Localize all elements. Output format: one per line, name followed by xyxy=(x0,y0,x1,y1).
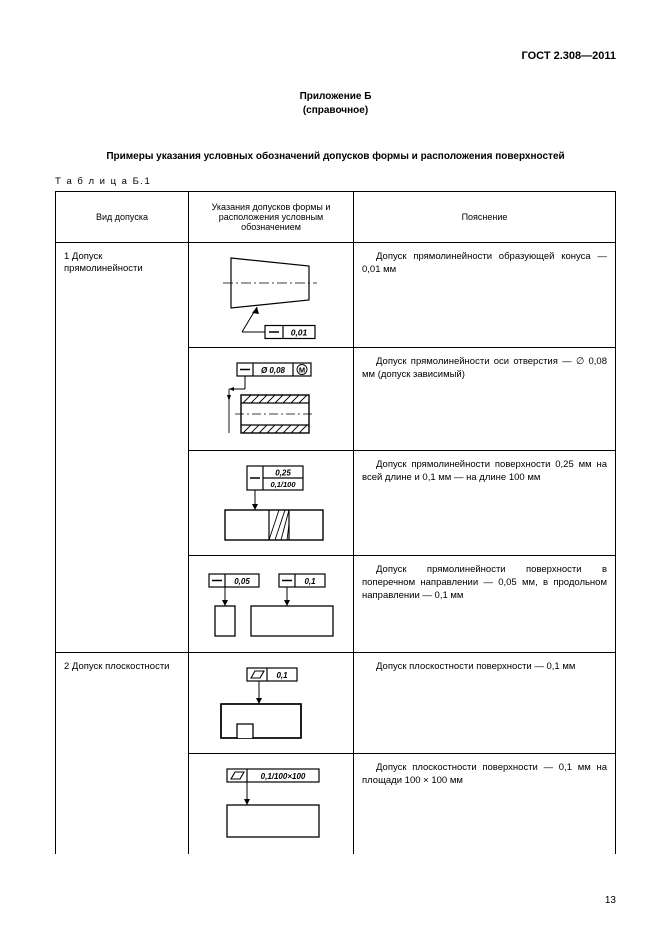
diagram-1a: 0,01 xyxy=(193,249,349,343)
svg-text:0,05: 0,05 xyxy=(234,577,250,586)
page-number: 13 xyxy=(605,895,616,906)
type-1: 1 Допуск прямолинейности xyxy=(64,251,143,274)
type-2: 2 Допуск плоскостности xyxy=(64,661,170,672)
appendix-line1: Приложение Б xyxy=(55,90,616,104)
section-title: Примеры указания условных обозначений до… xyxy=(55,151,616,162)
appendix-line2: (справочное) xyxy=(55,104,616,118)
appendix-header: Приложение Б (справочное) xyxy=(55,90,616,117)
svg-text:0,1: 0,1 xyxy=(304,577,316,586)
expl-1d: Допуск прямолинейности поверхности в поп… xyxy=(362,564,607,601)
main-table: Вид допуска Указания допусков формы и ра… xyxy=(55,191,616,854)
expl-1c: Допуск прямолинейности поверхности 0,25 … xyxy=(362,459,607,483)
diagram-1b: Ø 0,08 M xyxy=(193,354,349,446)
diagram-2b: 0,1/100×100 xyxy=(193,760,349,850)
th-diagram: Указания допусков формы и расположения у… xyxy=(189,192,354,243)
document-id: ГОСТ 2.308—2011 xyxy=(55,50,616,62)
expl-1b: Допуск прямолинейности оси отверстия — ∅… xyxy=(362,356,607,380)
svg-text:0,01: 0,01 xyxy=(291,328,308,338)
svg-text:Ø 0,08: Ø 0,08 xyxy=(261,366,286,375)
diagram-2a: 0,1 xyxy=(193,659,349,749)
svg-text:0,1/100×100: 0,1/100×100 xyxy=(261,772,306,781)
table-label: Т а б л и ц а Б.1 xyxy=(55,176,616,187)
diagram-1c: 0,25 0,1/100 xyxy=(193,457,349,551)
svg-text:0,1: 0,1 xyxy=(276,671,288,680)
expl-2a: Допуск плоскостности поверхности — 0,1 м… xyxy=(376,661,575,672)
expl-2b: Допуск плоскостности поверхности — 0,1 м… xyxy=(362,762,607,786)
th-type: Вид допуска xyxy=(56,192,189,243)
expl-1a: Допуск прямолинейности образующей конуса… xyxy=(362,251,607,275)
page: ГОСТ 2.308—2011 Приложение Б (справочное… xyxy=(0,0,661,936)
svg-text:0,1/100: 0,1/100 xyxy=(270,480,296,489)
diagram-1d: 0,05 0,1 xyxy=(193,562,349,648)
svg-text:0,25: 0,25 xyxy=(275,469,291,478)
th-expl: Пояснение xyxy=(354,192,616,243)
svg-text:M: M xyxy=(299,366,305,375)
